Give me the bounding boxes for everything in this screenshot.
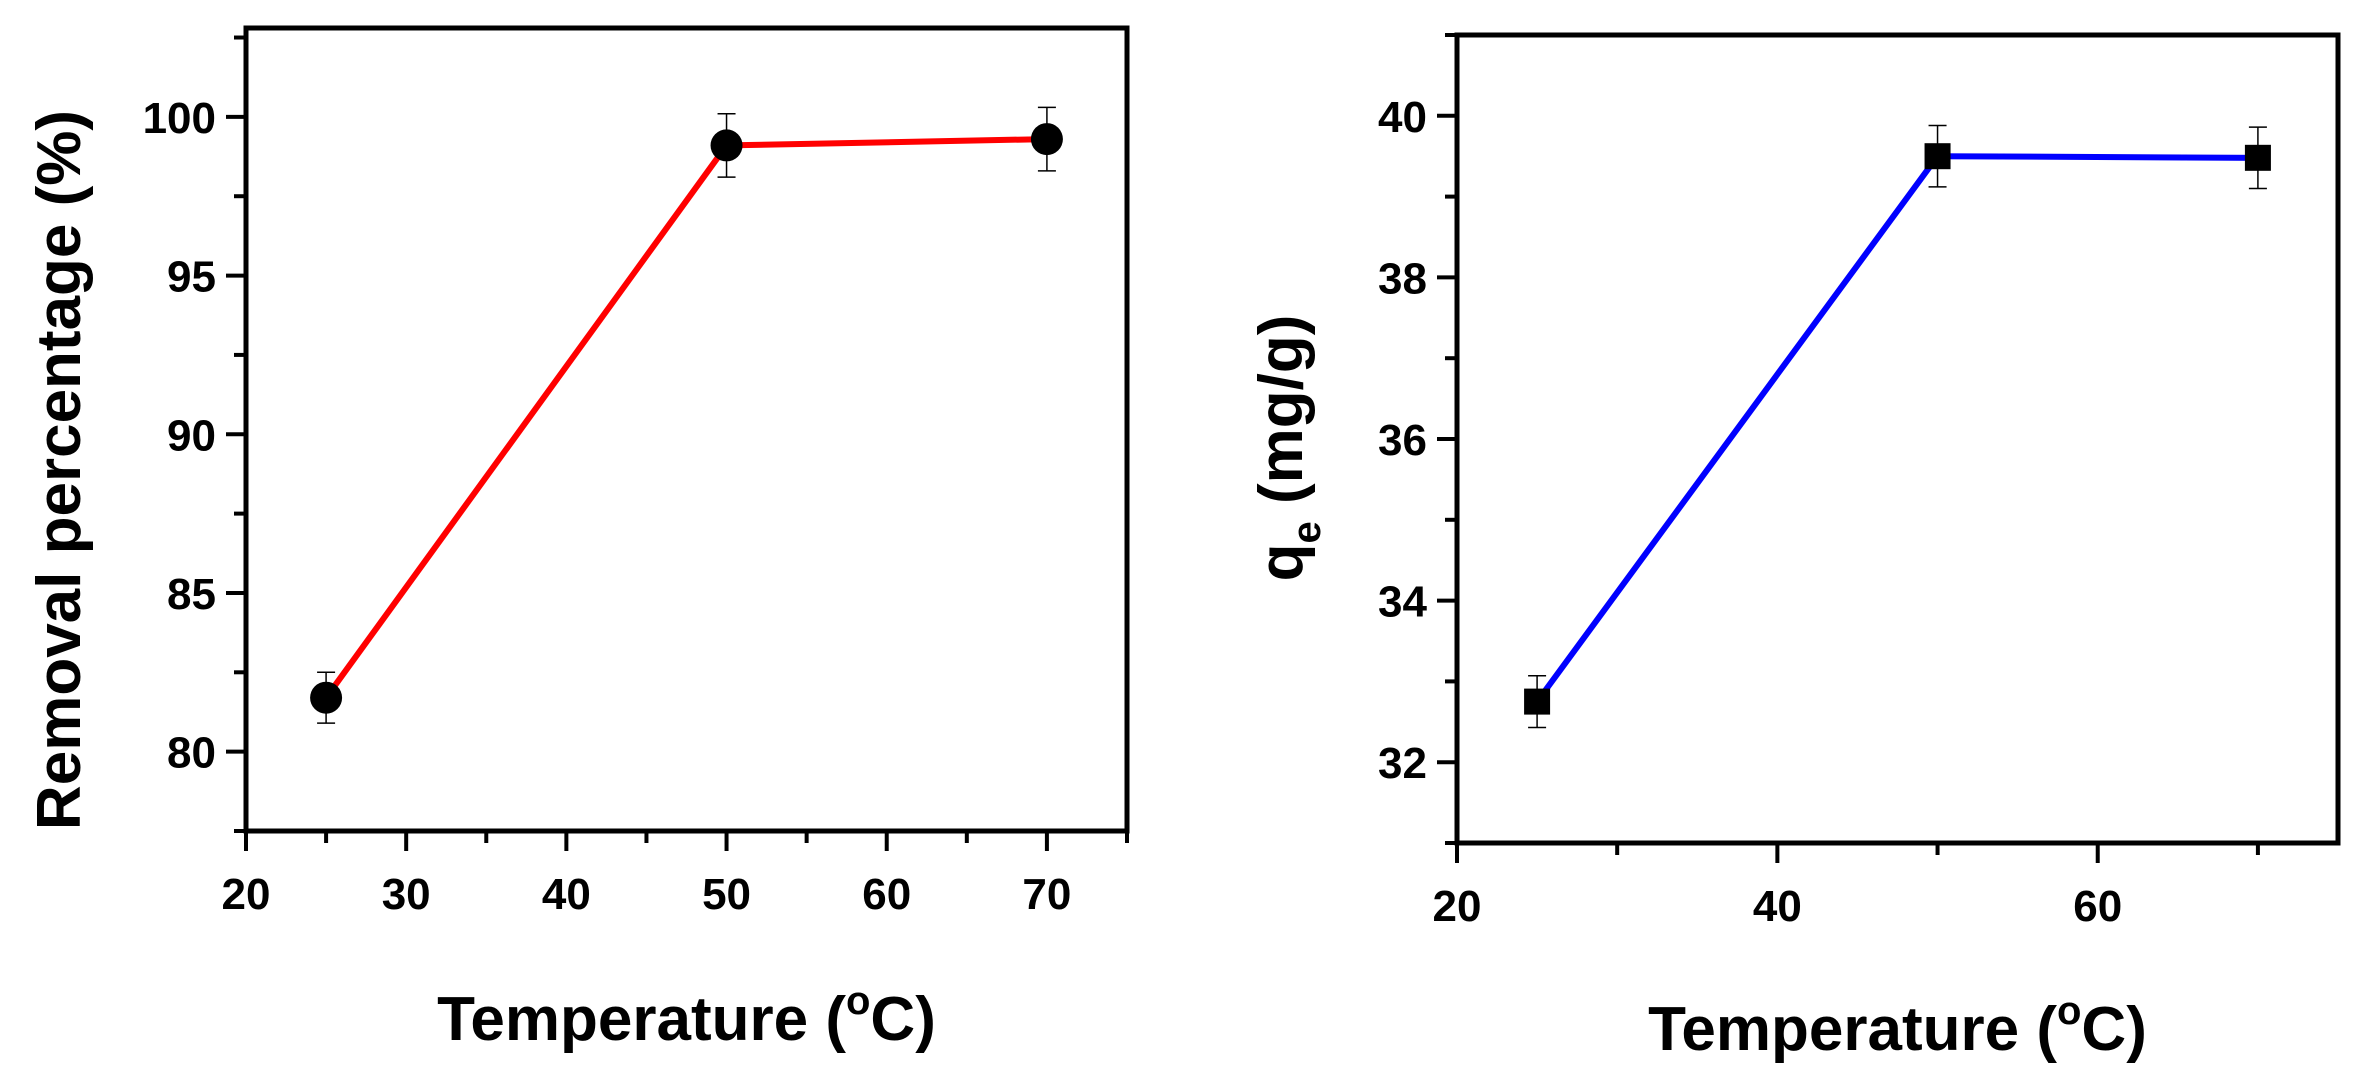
x-axis-title-main: Temperature ( — [437, 985, 846, 1054]
x-axis: 20 30 40 50 60 70 — [222, 831, 1129, 919]
x-tick-label: 70 — [1022, 870, 1071, 919]
y-tick-label: 34 — [1378, 578, 1427, 627]
x-tick-label: 20 — [222, 870, 271, 919]
x-axis-title-degree: o — [846, 979, 870, 1023]
x-axis-title: Temperature (oC) — [437, 979, 936, 1054]
data-point — [310, 681, 343, 714]
x-axis: 20 40 60 — [1433, 843, 2260, 931]
x-tick-label: 20 — [1433, 882, 1482, 931]
data-point — [1924, 143, 1951, 170]
y-tick-label: 80 — [167, 729, 216, 778]
y-tick-label: 40 — [1378, 93, 1427, 142]
y-tick-label: 36 — [1378, 416, 1427, 465]
x-tick-label: 60 — [862, 870, 911, 919]
chart-removal-percentage: 20 30 40 50 60 70 80 85 90 95 100 Temperature (oC) R… — [25, 25, 1130, 1054]
x-tick-label: 60 — [2073, 882, 2122, 931]
y-axis: 80 85 90 95 100 — [143, 35, 246, 833]
data-point — [2244, 144, 2271, 171]
x-tick-label: 50 — [702, 870, 751, 919]
series-line-segment — [323, 143, 729, 700]
chart-qe: 20 40 60 32 34 36 38 40 Temperature (oC) qe (mg/g… — [1247, 32, 2341, 1064]
x-axis-title-main: Temperature ( — [1648, 995, 2057, 1064]
y-axis-title-tail: (mg/g) — [1247, 315, 1316, 522]
y-axis: 32 34 36 38 40 — [1378, 33, 1457, 845]
x-axis-title-tail: C) — [870, 985, 935, 1054]
data-point — [710, 129, 743, 162]
data-point — [1030, 123, 1063, 156]
x-axis-title-degree: o — [2057, 989, 2081, 1033]
y-tick-label: 38 — [1378, 254, 1427, 303]
x-tick-label: 40 — [542, 870, 591, 919]
y-tick-label: 100 — [143, 94, 216, 143]
plot-frame — [243, 25, 1130, 834]
x-axis-title-tail: C) — [2081, 995, 2146, 1064]
y-tick-label: 85 — [167, 570, 216, 619]
x-tick-label: 40 — [1753, 882, 1802, 931]
data-point — [1524, 688, 1551, 715]
y-axis-title-main: q — [1247, 544, 1316, 582]
y-tick-label: 90 — [167, 411, 216, 460]
y-axis-title: qe (mg/g) — [1247, 315, 1329, 582]
x-axis-title: Temperature (oC) — [1648, 989, 2147, 1064]
series-line-segment — [1534, 154, 1940, 704]
series-0 — [1524, 124, 2271, 729]
y-tick-label: 95 — [167, 253, 216, 302]
series-line-segment — [726, 136, 1047, 149]
y-tick-label: 32 — [1378, 739, 1427, 788]
series-line-segment — [1937, 153, 2258, 161]
y-axis-title-subscript: e — [1285, 521, 1329, 543]
series-0 — [310, 106, 1063, 724]
y-axis-title: Removal percentage (%) — [25, 110, 94, 830]
x-tick-label: 30 — [382, 870, 431, 919]
